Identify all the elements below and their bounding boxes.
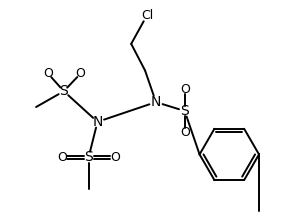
Text: O: O <box>57 151 67 164</box>
Text: Cl: Cl <box>141 9 153 22</box>
Text: S: S <box>180 104 189 118</box>
Text: N: N <box>151 95 161 109</box>
Text: O: O <box>110 151 120 164</box>
Text: O: O <box>43 67 53 80</box>
Text: S: S <box>60 84 68 98</box>
Text: O: O <box>180 83 190 96</box>
Text: O: O <box>76 67 86 80</box>
Text: O: O <box>180 126 190 139</box>
Text: N: N <box>92 115 103 129</box>
Text: S: S <box>84 150 93 164</box>
